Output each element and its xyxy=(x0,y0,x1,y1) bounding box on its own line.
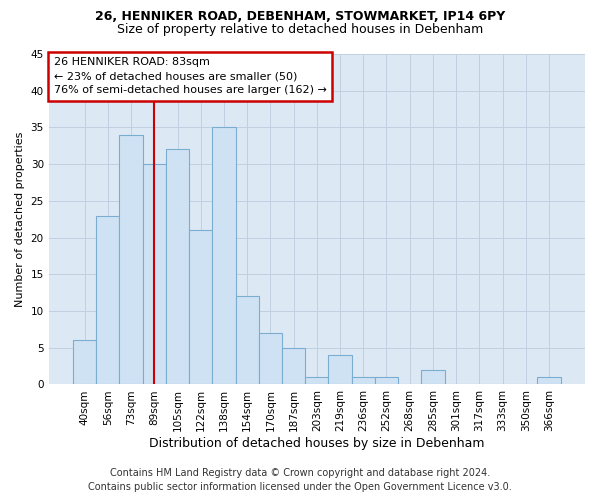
Bar xyxy=(96,216,119,384)
Bar xyxy=(328,355,352,384)
Bar xyxy=(375,377,398,384)
Text: 26 HENNIKER ROAD: 83sqm
← 23% of detached houses are smaller (50)
76% of semi-de: 26 HENNIKER ROAD: 83sqm ← 23% of detache… xyxy=(54,58,327,96)
Y-axis label: Number of detached properties: Number of detached properties xyxy=(15,132,25,307)
Bar xyxy=(143,164,166,384)
Bar xyxy=(259,333,282,384)
Text: 26, HENNIKER ROAD, DEBENHAM, STOWMARKET, IP14 6PY: 26, HENNIKER ROAD, DEBENHAM, STOWMARKET,… xyxy=(95,10,505,23)
Bar xyxy=(421,370,445,384)
Text: Size of property relative to detached houses in Debenham: Size of property relative to detached ho… xyxy=(117,22,483,36)
Bar xyxy=(236,296,259,384)
Bar xyxy=(73,340,96,384)
Bar xyxy=(166,150,189,384)
Bar xyxy=(282,348,305,385)
Bar xyxy=(212,128,236,384)
Bar xyxy=(189,230,212,384)
X-axis label: Distribution of detached houses by size in Debenham: Distribution of detached houses by size … xyxy=(149,437,485,450)
Bar xyxy=(352,377,375,384)
Bar xyxy=(305,377,328,384)
Bar xyxy=(119,135,143,384)
Text: Contains HM Land Registry data © Crown copyright and database right 2024.
Contai: Contains HM Land Registry data © Crown c… xyxy=(88,468,512,492)
Bar xyxy=(538,377,560,384)
